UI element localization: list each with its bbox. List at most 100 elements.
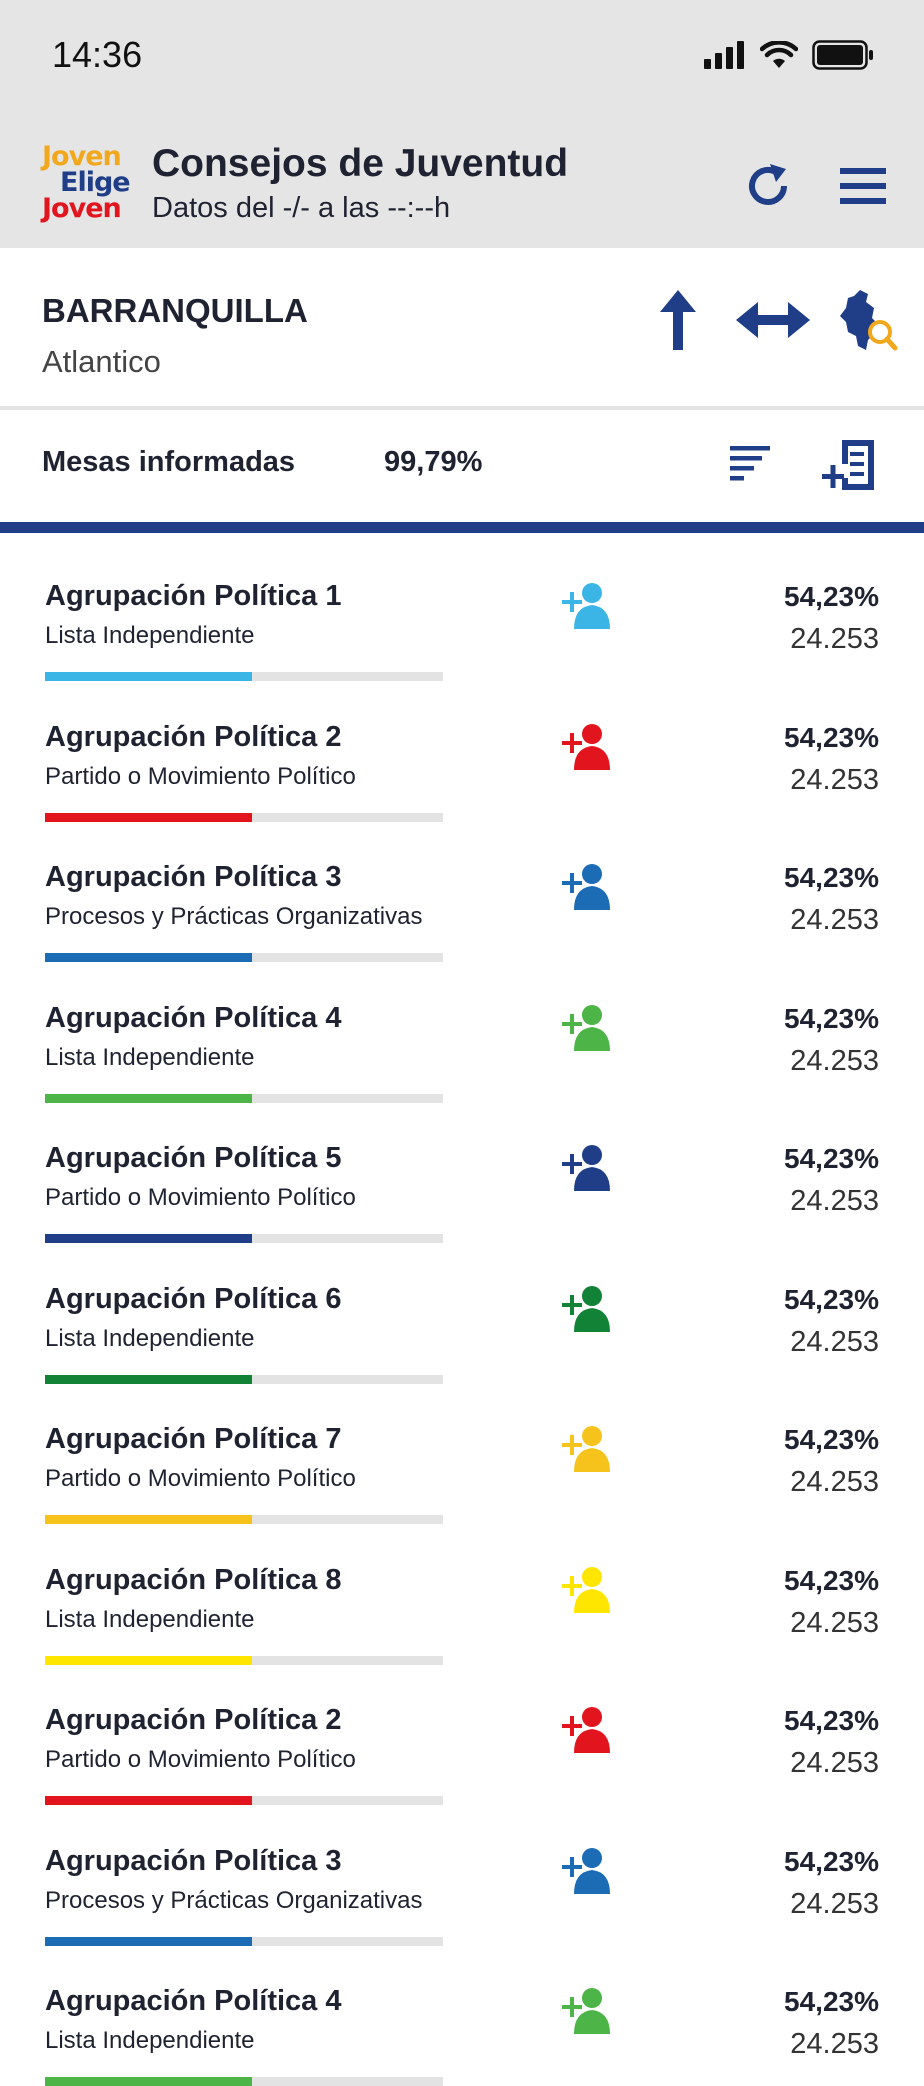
result-percentage: 54,23% [784,1143,879,1174]
result-votes: 24.253 [790,1044,879,1077]
battery-icon [812,40,873,70]
result-bar-fill [45,1374,252,1384]
add-list-icon[interactable] [820,438,876,492]
party-name: Agrupación Política 4 [45,1985,342,2017]
list-item[interactable]: Agrupación Política 2 Partido o Movimient… [0,1657,924,1805]
logo-word-1: Joven [42,141,122,172]
list-item[interactable]: Agrupación Política 5 Partido o Movimient… [0,1095,924,1243]
result-bar-fill [45,953,252,962]
results-list: Agrupación Política 1 Lista Independiente… [0,533,924,2086]
add-person-icon[interactable] [560,720,612,772]
party-type: Lista Independiente [45,622,255,649]
map-search-icon[interactable] [838,288,898,354]
result-bar-fill [45,812,252,822]
result-percentage: 54,23% [784,581,879,612]
add-person-icon[interactable] [560,1563,612,1615]
party-type: Procesos y Prácticas Organizativas [45,1886,423,1914]
party-name: Agrupación Política 4 [45,1001,342,1034]
status-bar: 14:36 [0,0,924,118]
list-item[interactable]: Agrupación Política 2 Partido o Movimient… [0,674,924,822]
list-item[interactable]: Agrupación Política 7 Partido o Movimient… [0,1376,924,1524]
party-type: Partido o Movimiento Político [45,762,356,790]
party-type: Partido o Movimiento Político [45,1465,356,1492]
result-votes: 24.253 [790,1747,879,1779]
result-percentage: 54,23% [784,862,879,893]
result-percentage: 54,23% [784,1002,879,1034]
result-bar-track [45,1936,443,1946]
add-person-icon[interactable] [560,1844,612,1896]
party-name: Agrupación Política 7 [45,1423,342,1455]
result-bar-track [45,1093,443,1103]
party-name: Agrupación Política 8 [45,1563,342,1596]
result-bar-fill [45,1234,252,1243]
result-bar-fill [45,1093,252,1103]
add-person-icon[interactable] [560,1282,612,1334]
result-percentage: 54,23% [784,1986,879,2017]
result-votes: 24.253 [790,763,879,796]
reported-tables-value: 99,79% [384,446,483,478]
add-person-icon[interactable] [560,1984,612,2036]
party-name: Agrupación Política 5 [45,1142,342,1174]
party-name: Agrupación Política 2 [45,1704,342,1736]
app-title: Consejos de Juventud [152,142,569,185]
add-person-icon[interactable] [560,1001,612,1053]
list-item[interactable]: Agrupación Política 6 Lista Independiente… [0,1236,924,1384]
party-type: Lista Independiente [45,2027,255,2054]
sort-icon[interactable] [728,442,774,488]
add-person-icon[interactable] [560,1703,612,1755]
result-votes: 24.253 [790,623,879,655]
result-percentage: 54,23% [784,1283,879,1315]
arrow-up-icon[interactable] [656,288,700,352]
wifi-icon [760,41,798,68]
result-bar-track [45,672,443,681]
party-name: Agrupación Política 3 [45,861,342,893]
status-time: 14:36 [52,34,143,75]
location-header: BARRANQUILLA Atlantico [0,248,924,410]
result-bar-fill [45,672,252,681]
logo-word-2: Elige [60,167,131,198]
party-name: Agrupación Política 3 [45,1844,342,1877]
result-bar-track [45,1515,443,1524]
location-department: Atlantico [42,344,161,379]
add-person-icon[interactable] [560,1141,612,1193]
signal-icon [704,41,744,69]
arrow-left-right-icon[interactable] [734,298,812,342]
add-person-icon[interactable] [560,860,612,912]
result-percentage: 54,23% [784,721,879,753]
logo-word-3: Joven [42,193,122,224]
location-city: BARRANQUILLA [42,292,308,329]
result-bar-track [45,953,443,962]
result-votes: 24.253 [790,904,879,936]
party-type: Lista Independiente [45,1324,255,1352]
result-percentage: 54,23% [784,1424,879,1455]
status-icons [704,40,874,70]
party-type: Lista Independiente [45,1605,255,1633]
party-type: Procesos y Prácticas Organizativas [45,903,423,930]
result-bar-fill [45,1515,252,1524]
result-bar-track [45,1796,443,1805]
app-logo: Joven Elige Joven [42,141,131,228]
party-type: Partido o Movimiento Político [45,1746,356,1773]
list-item[interactable]: Agrupación Política 3 Procesos y Práctica… [0,814,924,962]
reported-tables-label: Mesas informadas [42,446,296,478]
refresh-icon[interactable] [742,160,794,212]
list-item[interactable]: Agrupación Política 1 Lista Independiente… [0,533,924,681]
summary-row: Mesas informadas 99,79% [0,410,924,522]
add-person-icon[interactable] [560,1422,612,1474]
list-item[interactable]: Agrupación Política 3 Procesos y Práctica… [0,1798,924,1946]
add-person-icon[interactable] [560,579,612,631]
list-item[interactable]: Agrupación Política 4 Lista Independiente… [0,955,924,1103]
list-item[interactable]: Agrupación Política 4 Lista Independiente… [0,1938,924,2086]
party-name: Agrupación Política 6 [45,1282,342,1315]
result-bar-fill [45,1796,252,1805]
hamburger-menu-icon[interactable] [836,160,892,212]
result-votes: 24.253 [790,1325,879,1358]
result-bar-track [45,1234,443,1243]
list-item[interactable]: Agrupación Política 8 Lista Independiente… [0,1517,924,1665]
section-divider [0,522,924,533]
result-bar-track [45,812,443,822]
result-bar-track [45,2077,443,2086]
party-name: Agrupación Política 1 [45,580,342,612]
app-subtitle: Datos del -/- a las --:--h [152,192,451,224]
app-header: Joven Elige Joven Consejos de Juventud D… [0,118,924,248]
